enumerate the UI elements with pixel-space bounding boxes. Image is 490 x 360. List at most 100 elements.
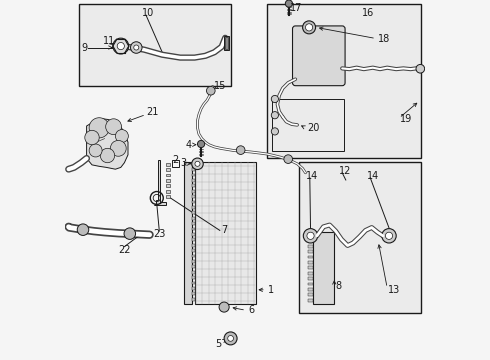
- Text: 19: 19: [400, 114, 412, 124]
- Circle shape: [130, 42, 142, 53]
- Circle shape: [271, 112, 278, 119]
- Circle shape: [195, 161, 200, 166]
- Circle shape: [85, 130, 99, 145]
- Bar: [192, 238, 196, 241]
- Text: 20: 20: [307, 123, 319, 133]
- Bar: [308, 266, 314, 269]
- Bar: [192, 201, 196, 203]
- Bar: [196, 162, 256, 304]
- Circle shape: [285, 0, 293, 7]
- Bar: [192, 179, 196, 182]
- Bar: [166, 190, 170, 193]
- Circle shape: [303, 229, 318, 243]
- Bar: [166, 174, 170, 176]
- Bar: [308, 272, 314, 275]
- Polygon shape: [154, 160, 166, 205]
- Bar: [308, 234, 314, 237]
- Circle shape: [106, 119, 122, 135]
- Bar: [192, 244, 196, 247]
- Circle shape: [224, 332, 237, 345]
- Bar: [166, 163, 170, 166]
- Text: 8: 8: [336, 281, 342, 291]
- Bar: [192, 190, 196, 193]
- Circle shape: [197, 140, 205, 148]
- Bar: [308, 256, 314, 258]
- Circle shape: [284, 155, 293, 163]
- Bar: [192, 211, 196, 214]
- Text: 1: 1: [269, 285, 274, 295]
- Text: 21: 21: [146, 107, 158, 117]
- Text: 6: 6: [248, 305, 254, 315]
- Bar: [192, 222, 196, 225]
- Bar: [192, 282, 196, 284]
- Circle shape: [382, 229, 396, 243]
- Text: 12: 12: [339, 166, 352, 176]
- Bar: [267, 4, 421, 158]
- Bar: [192, 233, 196, 236]
- Text: 13: 13: [388, 285, 400, 295]
- Bar: [192, 276, 196, 279]
- Circle shape: [100, 148, 115, 163]
- Text: 9: 9: [81, 42, 87, 53]
- Bar: [166, 184, 170, 187]
- Circle shape: [89, 118, 109, 138]
- Bar: [308, 250, 314, 253]
- Circle shape: [110, 140, 126, 156]
- Bar: [307, 24, 311, 29]
- Circle shape: [192, 158, 203, 170]
- Circle shape: [124, 228, 136, 239]
- Bar: [308, 283, 314, 285]
- Text: 2: 2: [172, 155, 178, 165]
- Circle shape: [307, 232, 314, 239]
- Text: 15: 15: [215, 81, 227, 91]
- Circle shape: [305, 24, 313, 31]
- Text: 4: 4: [186, 140, 192, 150]
- Bar: [192, 255, 196, 257]
- Polygon shape: [224, 36, 229, 50]
- Circle shape: [219, 302, 229, 312]
- Circle shape: [228, 336, 233, 341]
- Circle shape: [117, 42, 124, 50]
- Bar: [166, 195, 170, 198]
- Bar: [192, 271, 196, 274]
- Text: 5: 5: [215, 339, 221, 349]
- Bar: [308, 245, 314, 248]
- Bar: [192, 217, 196, 220]
- Bar: [192, 287, 196, 290]
- Bar: [308, 261, 314, 264]
- Polygon shape: [225, 37, 228, 49]
- Bar: [79, 4, 231, 86]
- Text: 18: 18: [377, 33, 390, 44]
- Text: 7: 7: [221, 225, 227, 235]
- Circle shape: [271, 128, 278, 135]
- Bar: [192, 265, 196, 268]
- Bar: [314, 232, 334, 304]
- Text: 23: 23: [153, 229, 166, 239]
- Text: 16: 16: [362, 8, 374, 18]
- Circle shape: [77, 224, 89, 235]
- Bar: [184, 162, 192, 304]
- Text: 17: 17: [291, 3, 303, 13]
- Bar: [192, 249, 196, 252]
- Bar: [166, 179, 170, 182]
- Bar: [172, 160, 179, 167]
- Circle shape: [206, 86, 215, 95]
- Bar: [192, 184, 196, 187]
- Bar: [192, 298, 196, 301]
- Bar: [192, 228, 196, 230]
- Circle shape: [271, 95, 278, 103]
- Text: 14: 14: [305, 171, 318, 181]
- Bar: [192, 206, 196, 209]
- Text: 11: 11: [103, 36, 115, 46]
- Text: 3: 3: [180, 158, 187, 168]
- Circle shape: [303, 21, 316, 34]
- Circle shape: [236, 146, 245, 154]
- Bar: [166, 168, 170, 171]
- Bar: [192, 168, 196, 171]
- Bar: [308, 277, 314, 280]
- Circle shape: [89, 144, 102, 157]
- Circle shape: [113, 38, 129, 54]
- FancyBboxPatch shape: [293, 26, 345, 86]
- Bar: [272, 99, 344, 151]
- Bar: [308, 288, 314, 291]
